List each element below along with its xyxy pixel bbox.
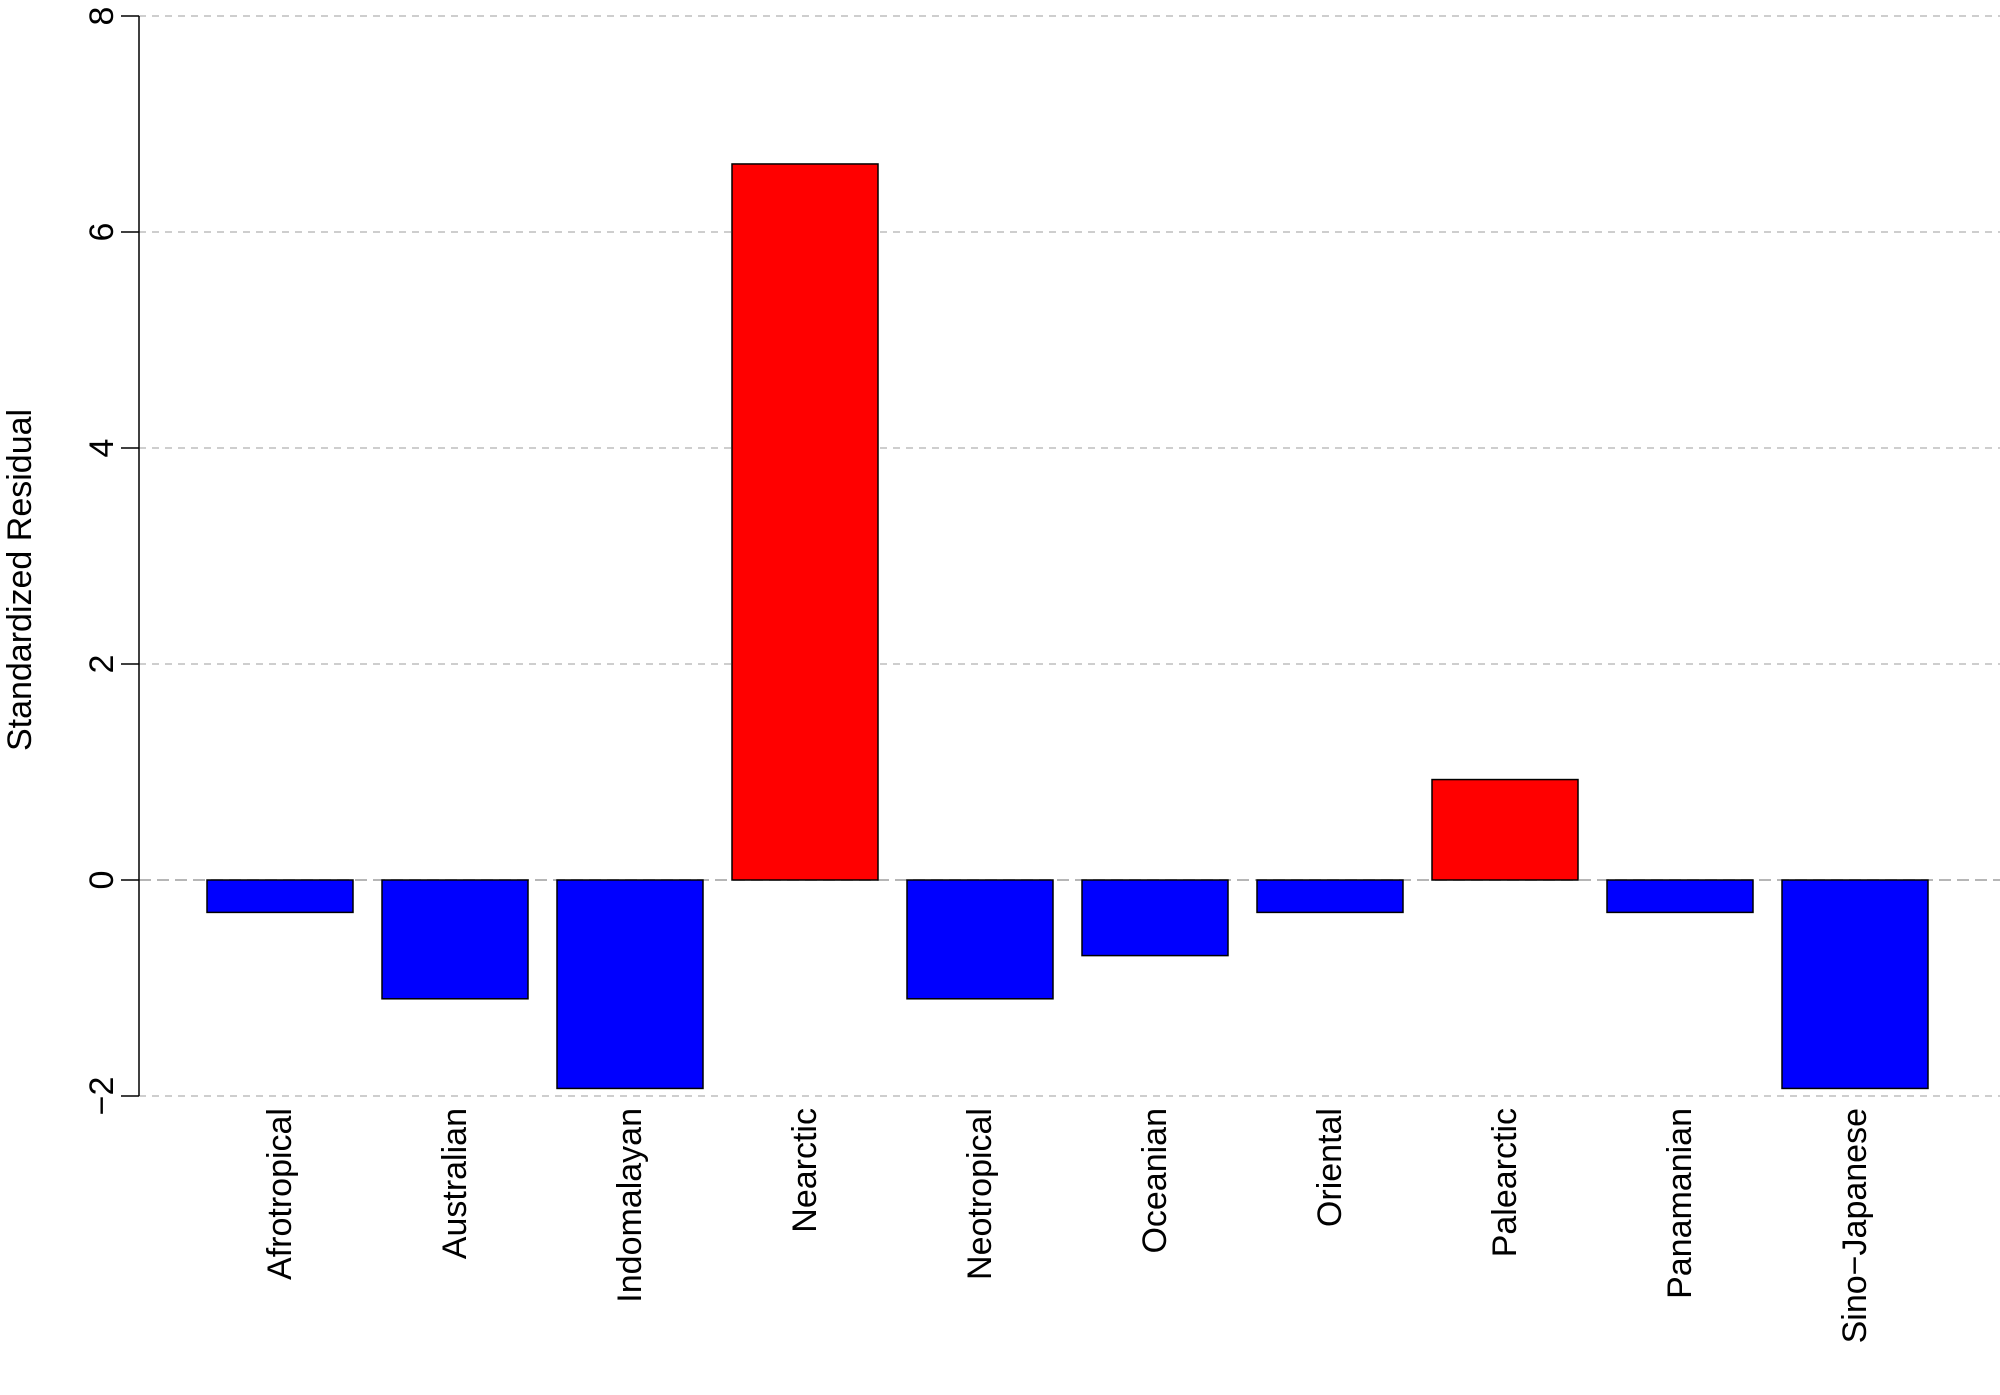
category-labels: Afrotropical Australian Indomalayan Nearcti… [261, 1108, 1874, 1343]
bar-palearctic [1431, 778, 1579, 881]
y-axis [121, 15, 140, 1097]
y-axis-title: Standardized Residual [1, 409, 39, 751]
bar-afrotropical [206, 879, 354, 914]
bar-sino-japanese [1781, 879, 1929, 1090]
y-tick-label: 6 [83, 223, 121, 242]
category-label: Panamanian [1661, 1108, 1699, 1299]
y-tick-label: 4 [83, 439, 121, 458]
bar-nearctic [731, 163, 879, 881]
bar-neotropical [906, 879, 1054, 1000]
bar-australian [381, 879, 529, 1000]
category-label: Nearctic [786, 1108, 824, 1233]
category-label: Afrotropical [261, 1108, 299, 1280]
bar-panamanian [1606, 879, 1754, 914]
y-tick-labels: −2 0 2 4 6 8 [83, 7, 121, 1116]
bars [206, 163, 1929, 1090]
category-label: Oriental [1311, 1108, 1349, 1227]
category-label: Sino−Japanese [1836, 1108, 1874, 1343]
y-tick-label: −2 [83, 1077, 121, 1116]
category-label: Neotropical [961, 1108, 999, 1280]
category-label: Indomalayan [611, 1108, 649, 1303]
y-tick-label: 8 [83, 7, 121, 26]
bar-indomalayan [556, 879, 704, 1090]
bar-oriental [1256, 879, 1404, 914]
bar-oceanian [1081, 879, 1229, 957]
category-label: Palearctic [1486, 1108, 1524, 1257]
category-label: Australian [436, 1108, 474, 1259]
y-tick-label: 2 [83, 655, 121, 674]
y-tick-label: 0 [83, 871, 121, 890]
category-label: Oceanian [1136, 1108, 1174, 1254]
